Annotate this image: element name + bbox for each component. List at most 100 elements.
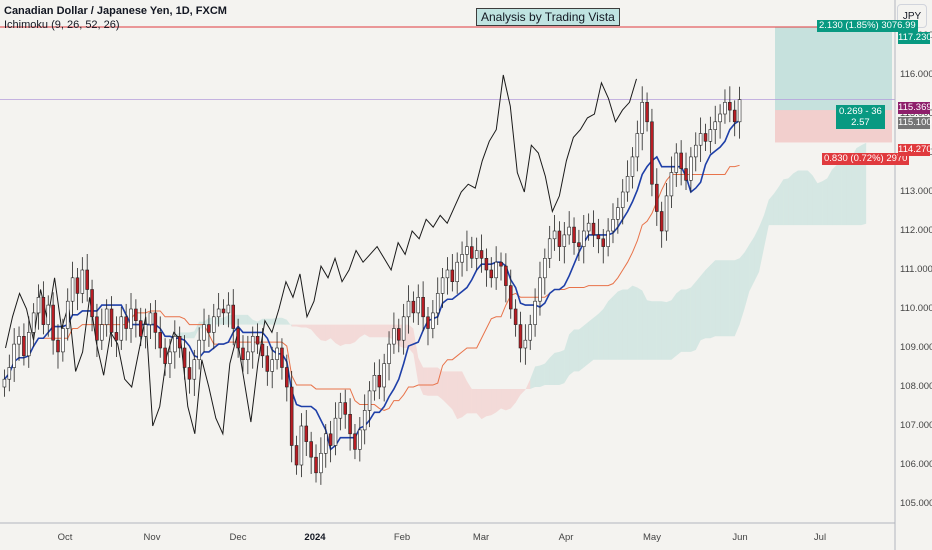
- candle-body: [406, 300, 411, 318]
- candle-body: [17, 335, 21, 345]
- candle-body: [338, 402, 343, 419]
- cloud-segment: [651, 301, 657, 360]
- candle-body: [625, 176, 630, 193]
- candle-body: [567, 226, 571, 236]
- cloud-segment: [822, 178, 828, 226]
- cloud-segment: [549, 352, 555, 386]
- candle-body: [241, 347, 245, 360]
- cloud-segment: [437, 367, 443, 400]
- cloud-segment: [247, 314, 253, 325]
- cloud-segment: [608, 296, 613, 360]
- cloud-segment: [340, 324, 346, 347]
- cloud-segment: [647, 300, 652, 360]
- candle-body: [319, 452, 323, 474]
- candle-body: [265, 355, 270, 372]
- y-tick-label: 107.000: [900, 420, 932, 431]
- symbol-title: Canadian Dollar / Japanese Yen, 1D, FXCM: [4, 5, 227, 17]
- ichimoku-cloud: [131, 142, 867, 420]
- ratio-label: 0.269 - 36 2.57: [836, 105, 885, 129]
- candle-body: [508, 285, 513, 310]
- cloud-segment: [423, 367, 428, 396]
- candle-body: [723, 102, 727, 115]
- cloud-segment: [515, 388, 521, 403]
- candle-body: [426, 316, 430, 329]
- candle-body: [173, 335, 177, 353]
- y-tick-label: 108.000: [900, 381, 932, 392]
- candle-body: [46, 304, 51, 325]
- candle-body: [280, 347, 284, 368]
- candle-body: [577, 242, 581, 247]
- x-tick-label: Apr: [558, 532, 574, 543]
- candle-body: [187, 367, 192, 380]
- indicator-label[interactable]: Ichimoku (9, 26, 52, 26): [4, 19, 120, 31]
- x-tick-label: Feb: [393, 532, 411, 543]
- candle-body: [61, 328, 65, 353]
- stop-label: 0.830 (0.72%) 2970: [822, 153, 910, 165]
- entry-price-tag: 115.100: [898, 117, 932, 129]
- candle-body: [698, 133, 703, 146]
- cloud-segment: [525, 379, 531, 390]
- candle-body: [255, 335, 260, 345]
- candle-body: [596, 234, 601, 240]
- candle-body: [343, 402, 347, 415]
- candle-body: [362, 410, 367, 431]
- cloud-segment: [359, 324, 365, 338]
- y-tick-label: 112.000: [900, 225, 932, 236]
- candle-body: [153, 312, 158, 333]
- cloud-segment: [505, 388, 511, 411]
- candle-body: [143, 324, 148, 337]
- candle-body: [450, 269, 455, 282]
- cloud-segment: [432, 367, 438, 396]
- candle-body: [358, 429, 362, 450]
- cloud-segment: [617, 289, 623, 360]
- cloud-segment: [793, 170, 798, 226]
- cloud-segment: [612, 291, 618, 360]
- candle-body: [465, 246, 469, 255]
- x-tick-label: Jun: [732, 532, 748, 543]
- cloud-segment: [350, 324, 355, 345]
- target-price-tag: 117.230: [898, 32, 932, 44]
- cloud-segment: [140, 357, 146, 362]
- cloud-segment: [797, 170, 803, 226]
- candle-body: [285, 367, 289, 388]
- candle-body: [250, 335, 255, 353]
- candle-body: [70, 277, 75, 302]
- cloud-segment: [501, 388, 506, 411]
- candles: [2, 86, 742, 485]
- cloud-segment: [744, 244, 750, 309]
- candle-body: [95, 316, 99, 341]
- candle-body: [513, 308, 518, 325]
- candle-body: [693, 144, 698, 158]
- candle-body: [479, 250, 484, 259]
- candle-body: [104, 308, 109, 325]
- candle-body: [484, 257, 489, 271]
- candle-body: [114, 332, 119, 341]
- cloud-segment: [681, 289, 687, 352]
- cloud-segment: [807, 170, 813, 226]
- cloud-segment: [720, 260, 725, 337]
- cloud-segment: [583, 321, 589, 368]
- candle-body: [353, 433, 357, 450]
- cloud-segment: [763, 199, 769, 249]
- cloud-segment: [354, 324, 360, 343]
- candle-body: [100, 324, 104, 341]
- cloud-segment: [535, 365, 540, 387]
- cloud-segment: [520, 388, 526, 395]
- candle-body: [601, 238, 606, 247]
- candle-body: [528, 324, 532, 341]
- cloud-segment: [364, 324, 370, 338]
- candle-body: [294, 445, 299, 466]
- candle-body: [737, 99, 742, 123]
- cloud-segment: [442, 371, 448, 405]
- candle-body: [620, 191, 625, 208]
- candle-body: [445, 269, 450, 279]
- indicator-lines: [3, 74, 741, 451]
- cloud-segment: [369, 324, 375, 338]
- cloud-segment: [632, 285, 638, 360]
- candle-body: [718, 113, 722, 123]
- candle-body: [640, 102, 644, 134]
- cloud-segment: [724, 260, 730, 337]
- candle-body: [689, 156, 693, 181]
- candle-body: [56, 339, 60, 353]
